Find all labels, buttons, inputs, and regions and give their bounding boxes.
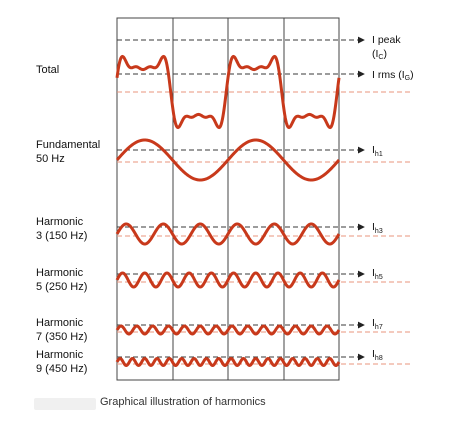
row-label-line: 3 (150 Hz): [36, 230, 88, 242]
ih5-label: Ih5: [372, 267, 383, 281]
row-label-fundamental: Fundamental 50 Hz: [36, 138, 100, 166]
i-rms-label: I rms (IG): [372, 69, 414, 82]
row-label-line: Harmonic: [36, 216, 84, 228]
row-label-line: 5 (250 Hz): [36, 281, 88, 293]
row-label-line: Harmonic: [36, 267, 84, 279]
row-label-h9: Harmonic 9 (450 Hz): [36, 348, 87, 376]
row-label-line: Harmonic: [36, 317, 84, 329]
row-label-line: 50 Hz: [36, 153, 65, 165]
ih9-label: Ih8: [372, 348, 383, 362]
total-wave: [115, 54, 341, 130]
caption-mark: [34, 398, 96, 410]
i-peak-label: I peak: [372, 34, 401, 46]
row-label-total: Total: [36, 63, 59, 77]
i-peak-sub-label: (IC): [372, 48, 387, 61]
ih1-label: Ih1: [372, 144, 383, 158]
row-label-line: Harmonic: [36, 349, 84, 361]
ih7-label: Ih7: [372, 317, 383, 331]
ih3-label: Ih3: [372, 221, 383, 235]
h3-wave: [115, 222, 341, 246]
row-label-line: Fundamental: [36, 139, 101, 151]
h5-wave: [115, 271, 341, 289]
figure-caption: Graphical illustration of harmonics: [100, 396, 266, 408]
row-label-h3: Harmonic 3 (150 Hz): [36, 215, 87, 243]
row-label-line: Total: [36, 64, 60, 76]
h9-wave: [115, 356, 341, 368]
row-label-line: 9 (450 Hz): [36, 363, 88, 375]
h7-wave: [115, 324, 341, 336]
row-label-line: 7 (350 Hz): [36, 331, 88, 343]
fundamental-wave: [115, 138, 341, 182]
row-label-h5: Harmonic 5 (250 Hz): [36, 266, 87, 294]
row-label-h7: Harmonic 7 (350 Hz): [36, 316, 87, 344]
